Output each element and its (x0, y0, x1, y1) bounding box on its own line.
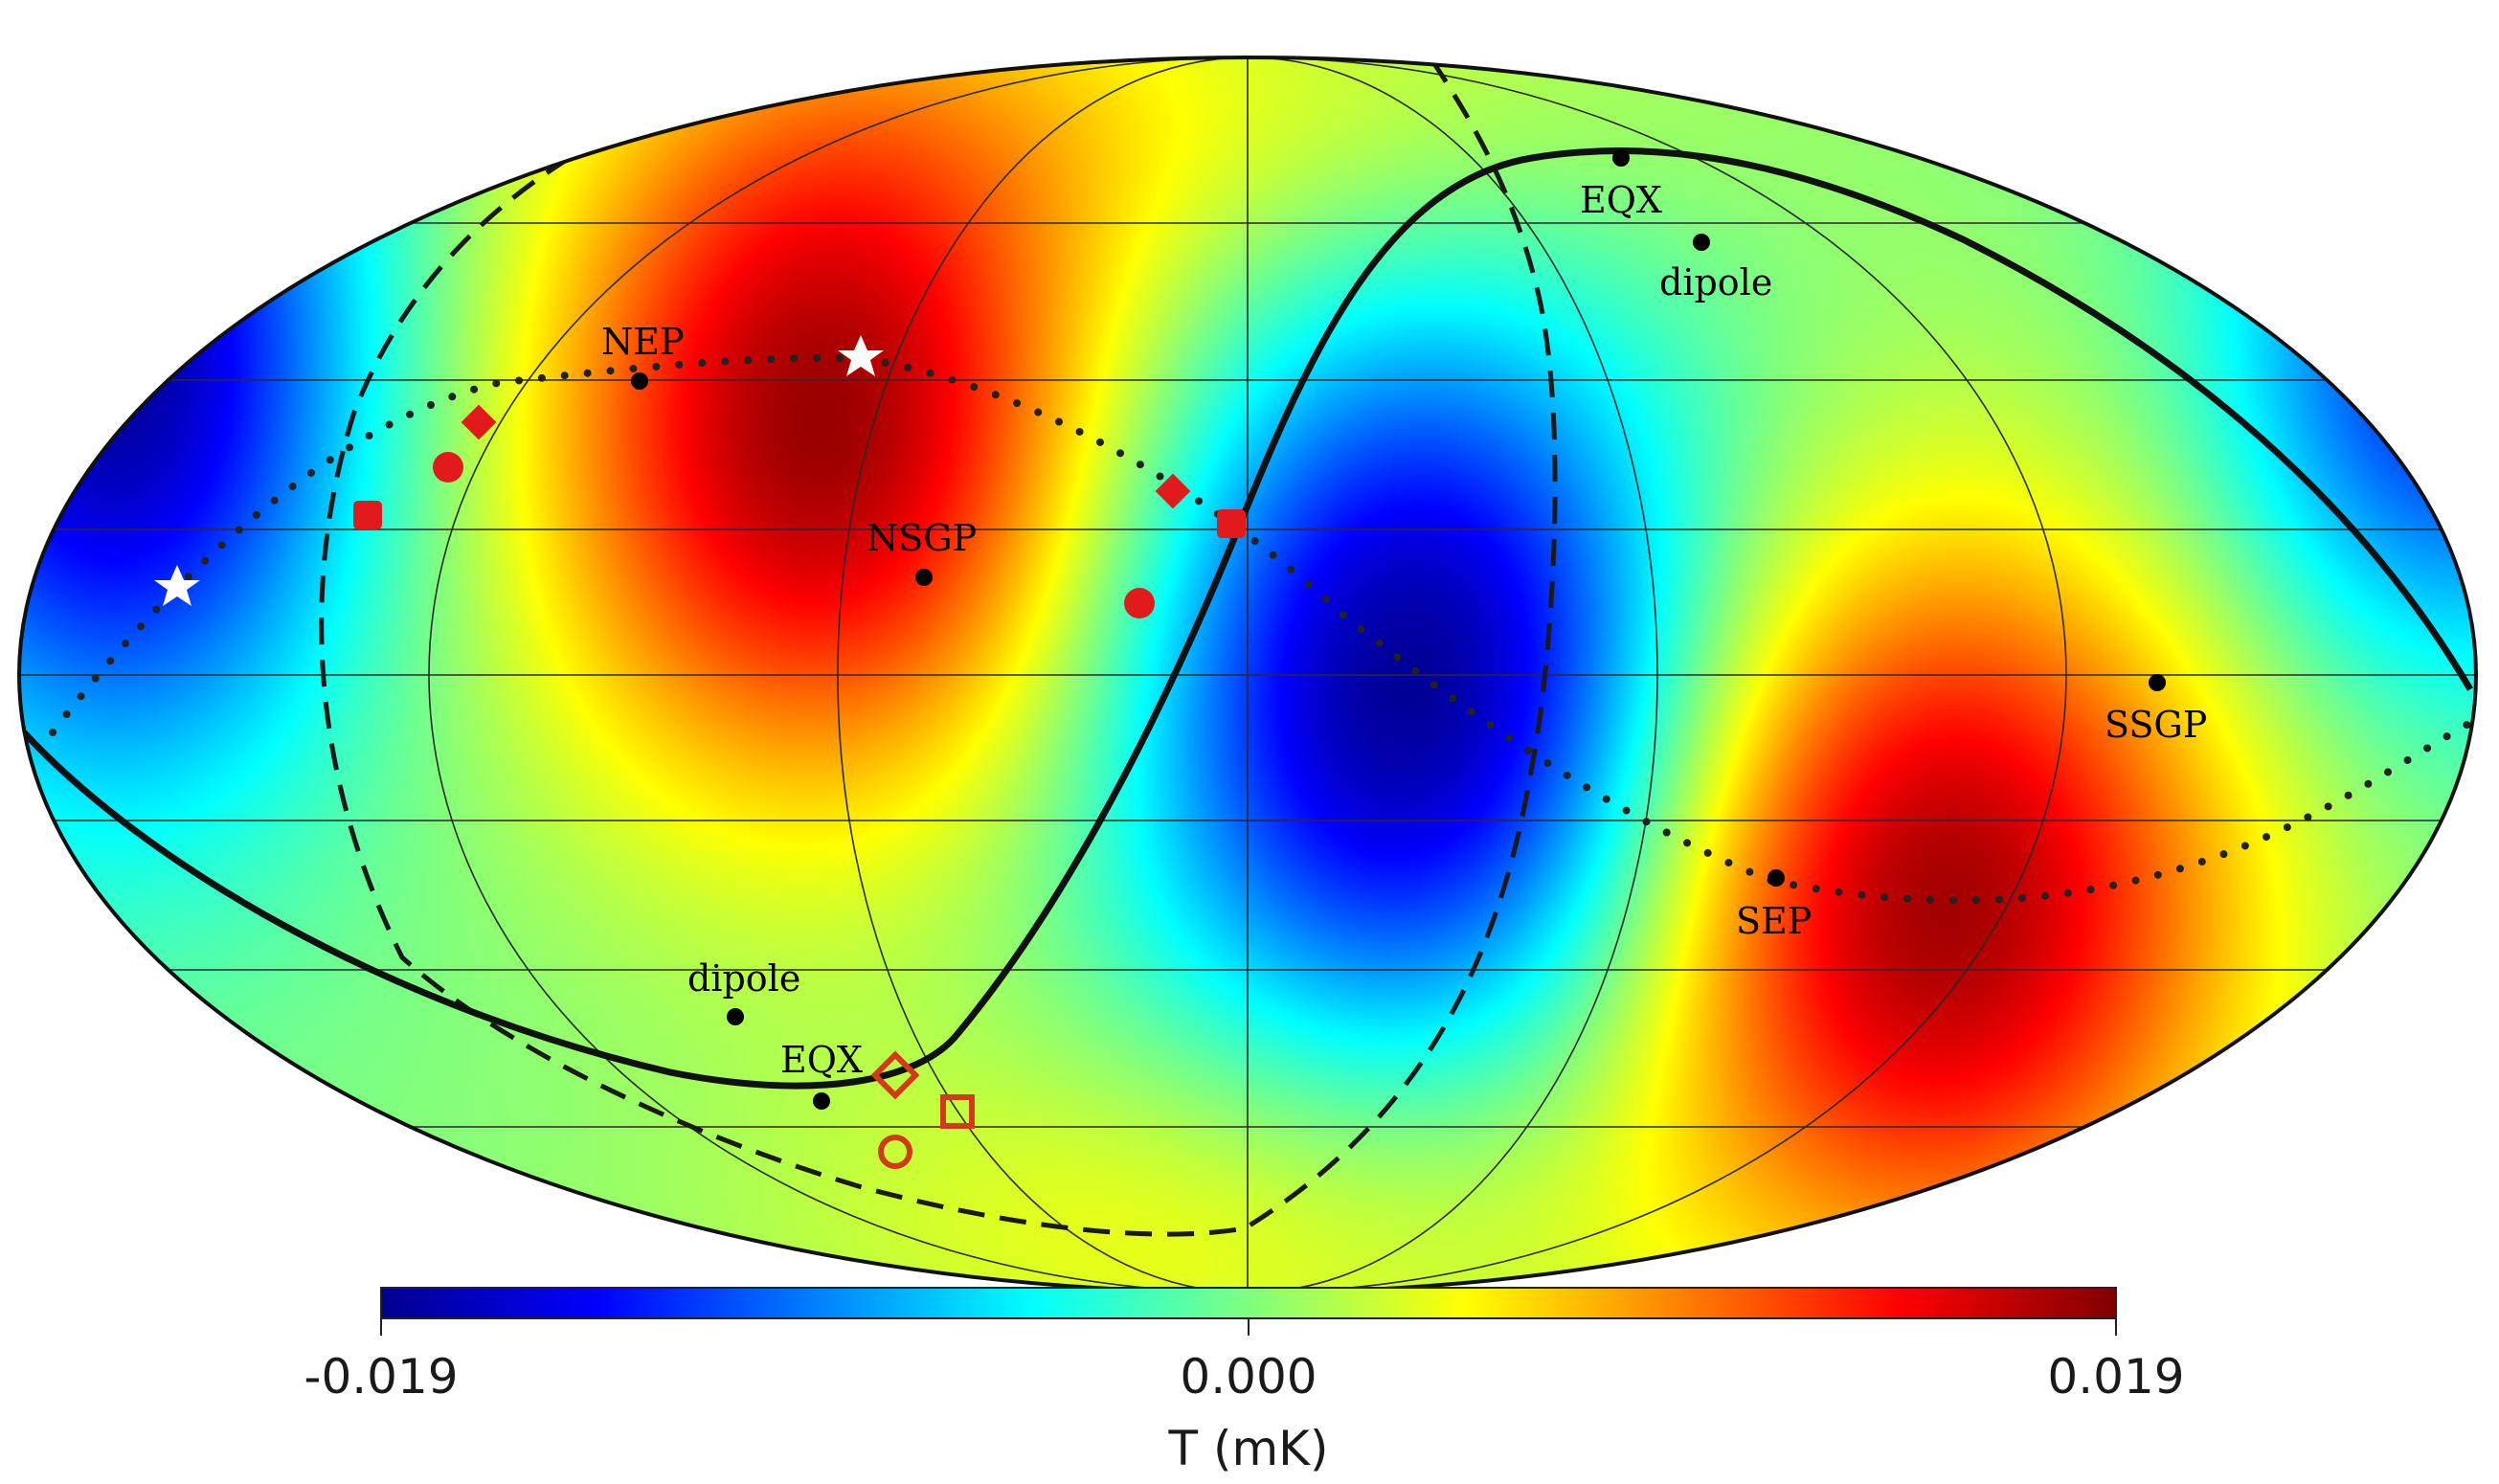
labelled-points: NEP NSGP EQX dipole SSGP SEP dipole EQX (601, 149, 2207, 1110)
star-markers (154, 335, 884, 606)
dipole-south-point (727, 1008, 744, 1025)
nsgp-point (915, 569, 933, 586)
eqx-north-label: EQX (1580, 179, 1662, 221)
nep-label: NEP (601, 321, 685, 363)
colorbar-mid-label: 0.000 (1180, 1349, 1317, 1405)
open-diamond-marker (870, 1050, 920, 1100)
colorbar-max-label: 0.019 (2047, 1349, 2184, 1405)
dipole-south-label: dipole (687, 957, 800, 1000)
sep-point (1767, 869, 1785, 887)
open-circle-marker (878, 1135, 912, 1169)
open-red-markers (870, 1050, 975, 1169)
red-markers (353, 404, 1246, 618)
colorbar-unit-label: T (mK) (1168, 1421, 1329, 1476)
colorbar-min-label: -0.019 (304, 1349, 458, 1405)
graticule (19, 57, 2476, 1293)
eqx-south-label: EQX (780, 1039, 863, 1081)
filled-square-marker (1217, 509, 1246, 538)
ssgp-label: SSGP (2105, 704, 2207, 746)
white-star-marker (838, 335, 884, 376)
dipole-north-point (1693, 234, 1710, 251)
dotted-curve (49, 354, 2474, 905)
filled-square-marker (353, 501, 382, 529)
sep-label: SEP (1736, 900, 1812, 942)
eqx-south-point (813, 1092, 830, 1110)
graticule-meridian (837, 57, 1658, 1293)
graticule-meridian (428, 57, 2067, 1293)
nep-point (631, 372, 648, 390)
open-square-marker (940, 1094, 975, 1129)
dashed-great-circle (319, 57, 1558, 1237)
filled-diamond-marker (1155, 473, 1191, 509)
colorbar: -0.019 0.000 0.019 T (mK) (304, 1287, 2185, 1476)
filled-circle-marker (433, 452, 463, 483)
dipole-north-label: dipole (1659, 261, 1772, 304)
filled-diamond-marker (461, 404, 497, 440)
eqx-north-point (1612, 149, 1630, 167)
ssgp-point (2149, 674, 2166, 691)
nsgp-label: NSGP (867, 517, 977, 559)
colorbar-gradient (380, 1287, 2117, 1319)
white-star-marker (154, 565, 200, 606)
filled-circle-marker (1124, 588, 1155, 618)
